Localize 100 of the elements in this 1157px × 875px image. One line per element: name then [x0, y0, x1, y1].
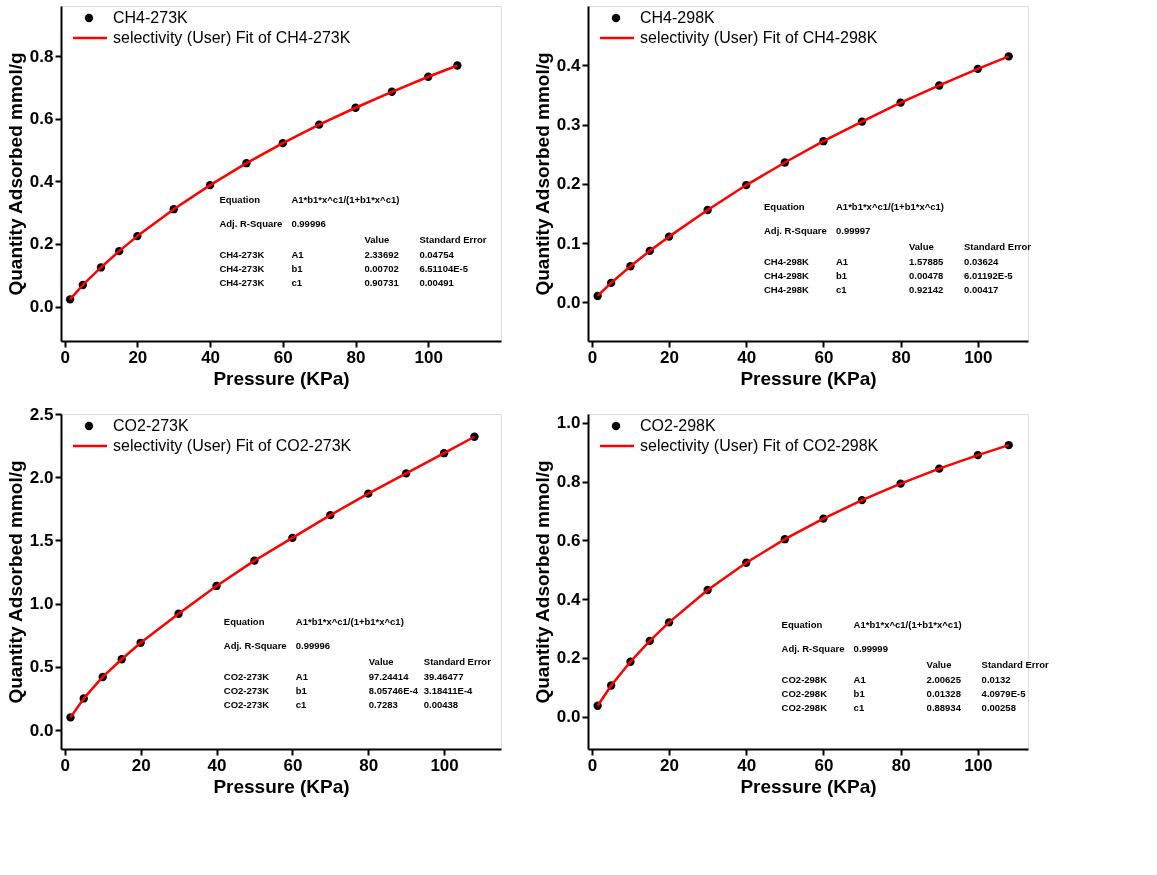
annotation: 4.0979E-5 [981, 688, 1027, 700]
x-tick-label: 40 [201, 347, 221, 367]
x-tick-label: 20 [660, 755, 680, 775]
annotation: 0.90731 [364, 277, 400, 289]
annotation: Value [909, 241, 934, 252]
annotation: Equation [219, 194, 261, 206]
annotation: c1 [853, 702, 865, 714]
annotation: A1*b1*x^c1/(1+b1*x^c1) [291, 194, 400, 206]
annotation: 0.04754 [419, 249, 455, 261]
legend-label: CH4-298K [640, 9, 716, 26]
annotation: CH4-298K [764, 284, 810, 295]
y-tick-label: 0.6 [29, 109, 54, 129]
annotation: 0.03624 [964, 256, 1000, 267]
annotation: 0.00258 [981, 702, 1016, 714]
annotation: CH4-273K [219, 249, 265, 261]
x-tick-label: 100 [964, 347, 993, 367]
annotation: 2.00625 [926, 674, 962, 686]
annotation: b1 [295, 684, 308, 696]
y-tick-label: 0.4 [29, 171, 55, 191]
annotation: A1*b1*x^c1/(1+b1*x^c1) [295, 615, 404, 627]
annotation: CO2-298K [781, 702, 828, 714]
x-tick-label: 60 [283, 755, 303, 775]
y-axis-title: Quantity Adsorbed mmol/g [531, 52, 553, 296]
annotation: 0.00478 [909, 270, 944, 281]
annotation: Standard Error [964, 241, 1032, 252]
x-tick-label: 0 [60, 755, 71, 775]
x-tick-label: 60 [273, 347, 293, 367]
annotation: c1 [836, 284, 848, 295]
x-tick-label: 80 [359, 755, 379, 775]
y-tick-label: 0.2 [556, 174, 581, 194]
annotation: Adj. R-Square [219, 218, 283, 230]
annotation: A1 [853, 674, 867, 686]
x-tick-label: 20 [131, 755, 151, 775]
annotation: Equation [781, 619, 823, 631]
annotation: 0.92142 [909, 284, 944, 295]
annotation: CO2-298K [781, 688, 828, 700]
y-tick-label: 2.0 [29, 467, 54, 487]
y-tick-label: 0.0 [29, 720, 54, 740]
annotation: 0.99996 [291, 218, 326, 230]
annotation: Adj. R-Square [764, 225, 827, 236]
x-axis-title: Pressure (KPa) [740, 775, 877, 797]
annotation: CH4-298K [764, 270, 810, 281]
y-tick-label: 1.0 [29, 594, 54, 614]
annotation: CH4-273K [219, 263, 265, 275]
y-tick-label: 0.0 [556, 292, 581, 312]
legend-label: selectivity (User) Fit of CH4-298K [640, 29, 878, 46]
annotation: 0.00417 [964, 284, 999, 295]
legend-label: selectivity (User) Fit of CO2-298K [640, 437, 879, 454]
annotation: 0.99999 [853, 643, 888, 655]
y-tick-label: 0.0 [556, 707, 581, 727]
annotation: b1 [291, 263, 304, 275]
x-tick-label: 40 [737, 755, 757, 775]
x-axis-title: Pressure (KPa) [213, 367, 350, 389]
annotation: 0.99996 [295, 639, 331, 651]
annotation: c1 [291, 277, 303, 289]
x-tick-label: 100 [964, 755, 993, 775]
annotation: Equation [764, 201, 805, 212]
y-tick-label: 0.5 [29, 657, 54, 677]
annotation: CH4-298K [764, 256, 810, 267]
y-tick-label: 0.8 [29, 46, 54, 66]
x-tick-label: 80 [891, 755, 911, 775]
y-tick-label: 1.0 [556, 413, 581, 433]
y-tick-label: 0.3 [556, 115, 581, 135]
y-tick-label: 0.2 [29, 234, 54, 254]
annotation: Standard Error [423, 655, 492, 667]
x-tick-label: 20 [660, 347, 680, 367]
y-tick-label: 0.4 [556, 589, 582, 609]
x-tick-label: 0 [60, 347, 70, 367]
annotation: A1 [291, 249, 305, 261]
y-tick-label: 0.0 [29, 297, 54, 317]
annotation: b1 [853, 688, 866, 700]
annotation: A1 [836, 256, 849, 267]
annotation: Standard Error [419, 234, 487, 246]
x-tick-label: 80 [346, 347, 366, 367]
x-tick-label: 40 [737, 347, 757, 367]
x-tick-label: 0 [587, 755, 598, 775]
y-axis-title: Quantity Adsorbed mmol/g [4, 460, 26, 704]
annotation: CH4-273K [219, 277, 265, 289]
x-tick-label: 100 [430, 755, 459, 775]
annotation: 97.24414 [368, 670, 410, 682]
legend-label: CO2-273K [113, 417, 189, 434]
annotation: CO2-273K [223, 684, 270, 696]
annotation: 1.57885 [909, 256, 945, 267]
annotation: CO2-273K [223, 670, 270, 682]
y-tick-label: 1.5 [29, 530, 54, 550]
annotation: Adj. R-Square [223, 639, 287, 651]
annotation: 0.00702 [364, 263, 399, 275]
legend-label: CH4-273K [113, 9, 189, 26]
annotation: A1 [295, 670, 309, 682]
annotation: 0.00438 [423, 698, 459, 710]
y-tick-label: 0.6 [556, 530, 581, 550]
annotation: CO2-273K [223, 698, 270, 710]
annotation: 0.99997 [836, 225, 871, 236]
annotation: Equation [223, 615, 265, 627]
annotation: Value [364, 234, 390, 246]
annotation: 6.51104E-5 [419, 263, 469, 275]
x-tick-label: 20 [128, 347, 148, 367]
x-tick-label: 80 [891, 347, 911, 367]
x-tick-label: 60 [814, 347, 834, 367]
annotation: CO2-298K [781, 674, 828, 686]
